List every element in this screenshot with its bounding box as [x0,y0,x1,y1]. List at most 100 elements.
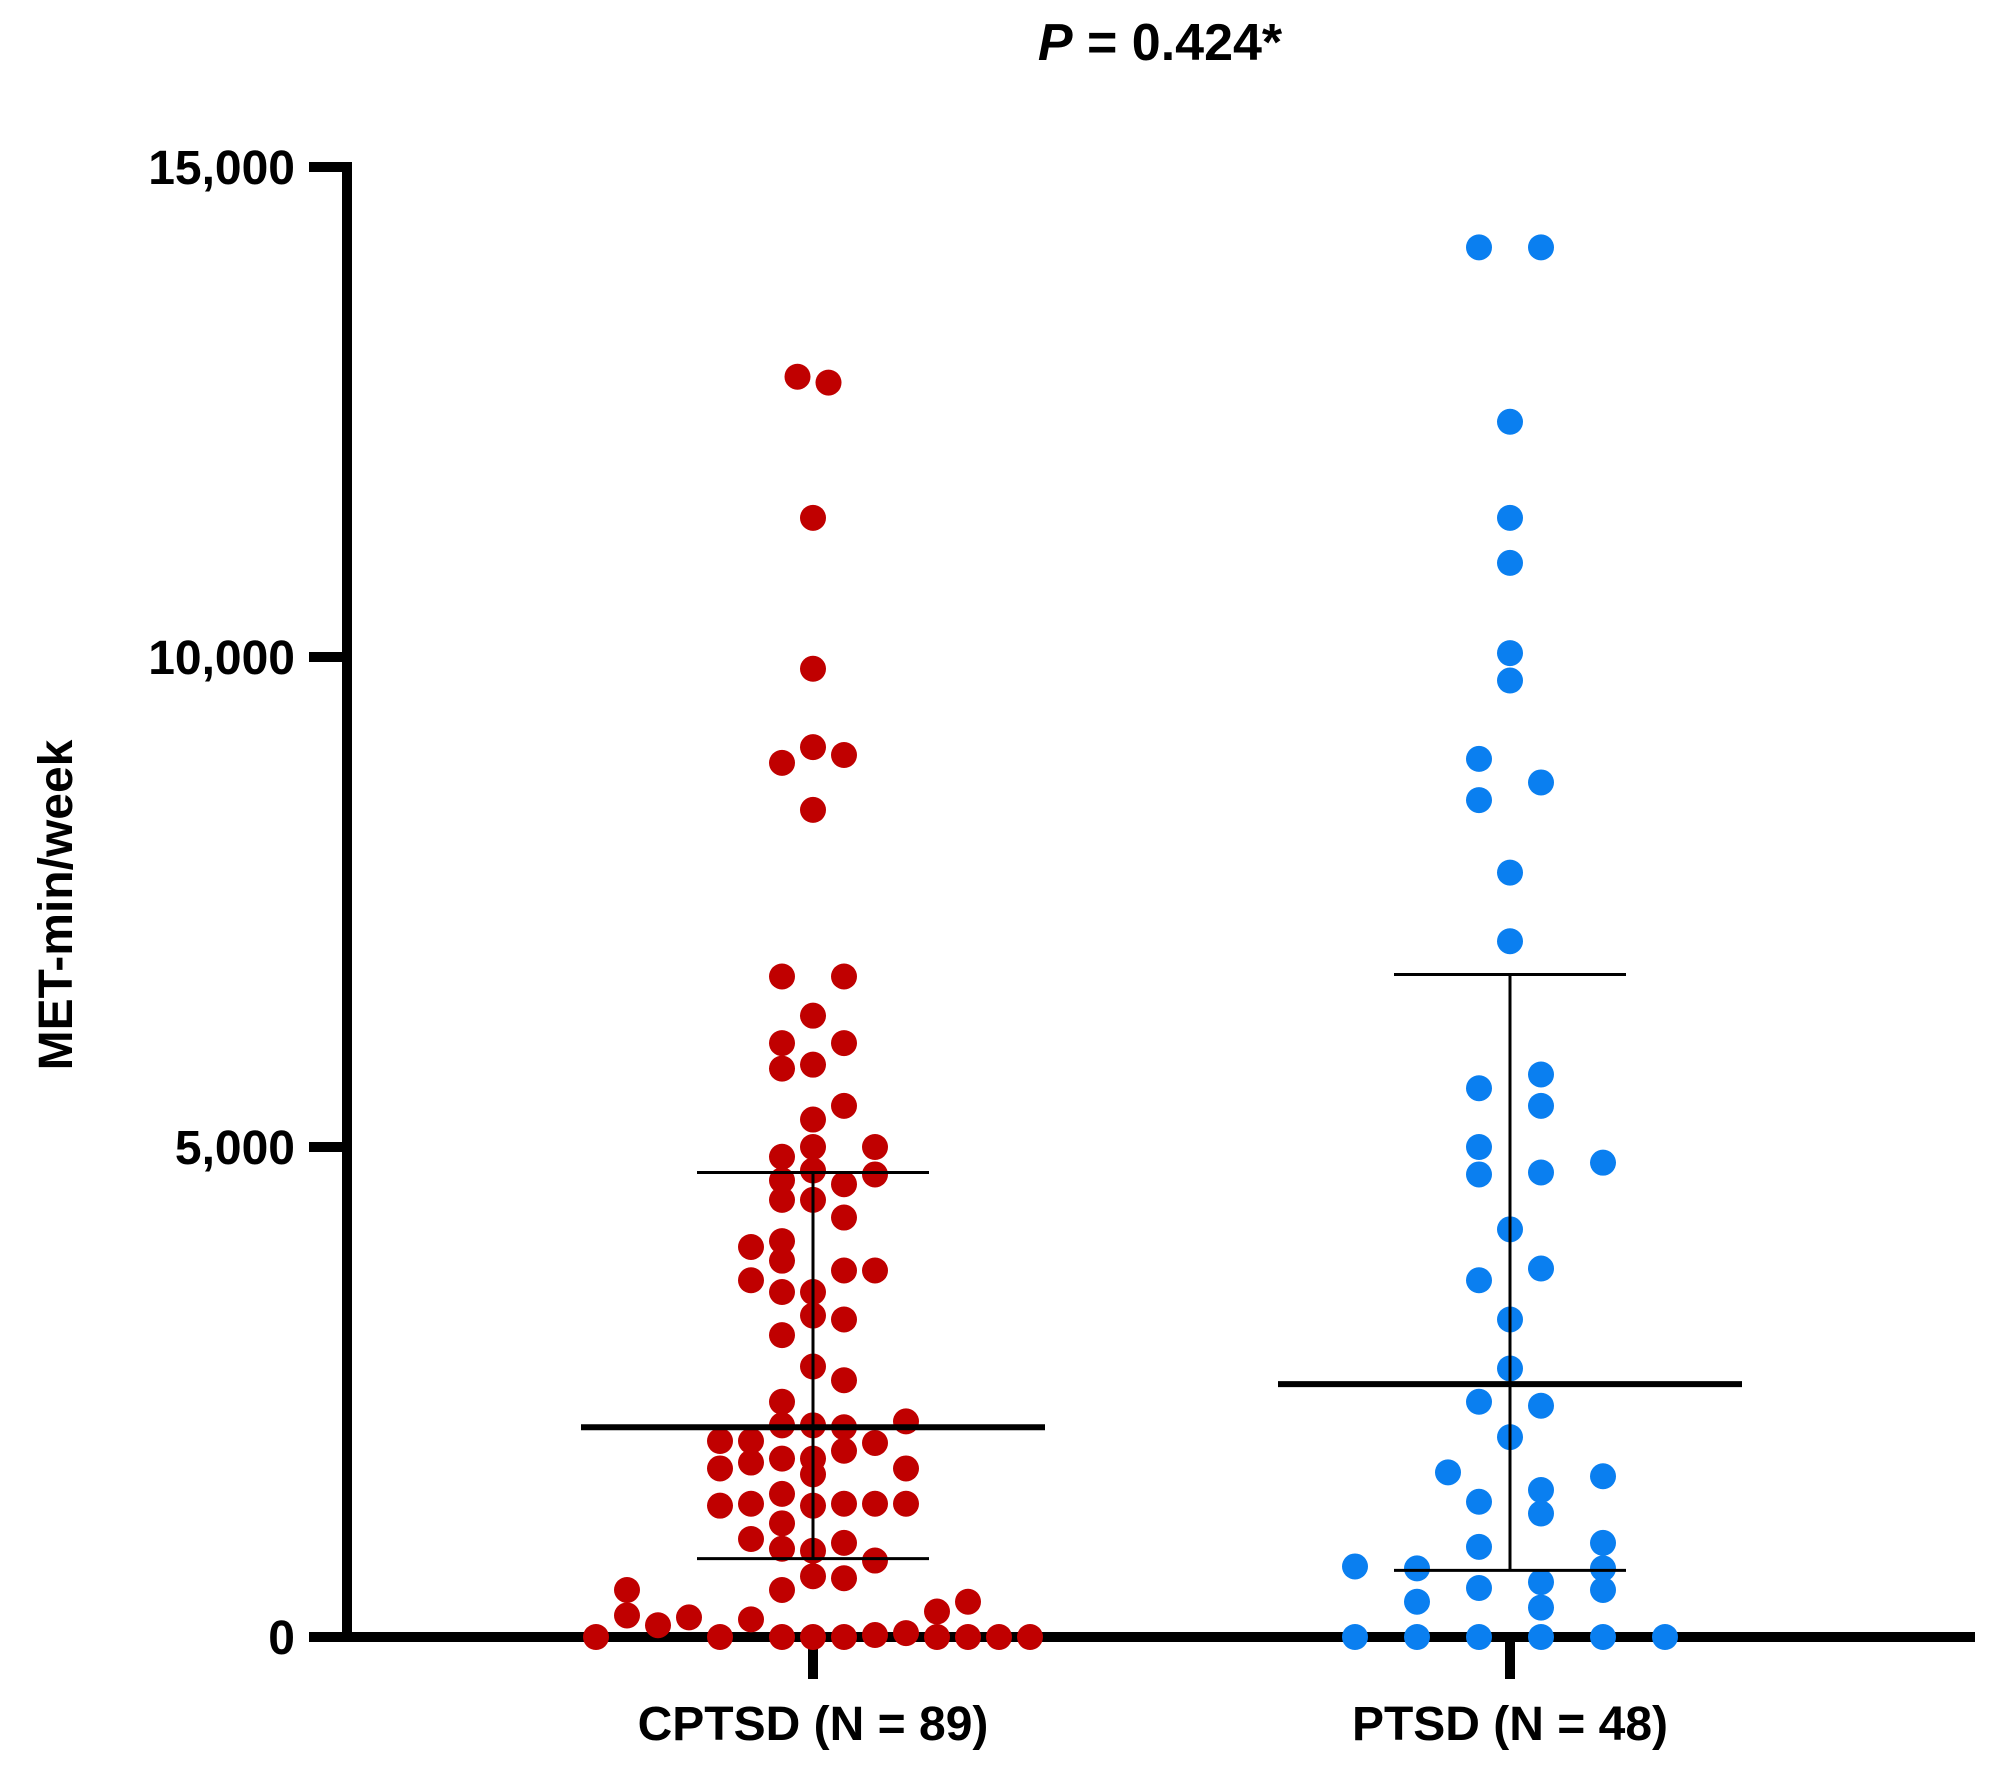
cptsd-point [862,1257,888,1284]
cptsd-point [769,1624,795,1650]
ptsd-point [1590,1555,1616,1582]
chart-title: P = 0.424* [1038,14,1283,72]
ptsd-point [1497,667,1523,694]
ptsd-point [1590,1576,1616,1603]
cptsd-point [831,1529,857,1556]
cptsd-point [800,734,826,761]
y-tick-label: 10,000 [148,632,295,685]
cptsd-point [769,963,795,990]
cptsd-point [955,1624,981,1650]
ptsd-point [1528,769,1554,796]
cptsd-point [924,1624,950,1650]
cptsd-point [738,1428,764,1454]
cptsd-point [831,742,857,768]
cptsd-point [893,1620,919,1647]
ptsd-point [1497,859,1523,886]
cptsd-point [769,1510,795,1537]
cptsd-point [769,1445,795,1472]
cptsd-point [738,1606,764,1633]
ptsd-point [1342,1624,1368,1650]
cptsd-point [738,1233,764,1260]
cptsd-point [831,1204,857,1231]
cptsd-point [769,1030,795,1057]
ptsd-point [1466,787,1492,814]
title-italic-p: P [1038,14,1073,72]
y-tick-label: 0 [268,1612,295,1665]
cptsd-point [831,1171,857,1198]
ptsd-point [1342,1553,1368,1580]
title-value: = 0.424* [1073,14,1283,72]
ptsd-point [1466,1267,1492,1294]
cptsd-point [769,1186,795,1213]
ptsd-point [1528,1159,1554,1186]
cptsd-point [831,1030,857,1057]
ptsd-point [1466,1624,1492,1650]
cptsd-point [986,1624,1012,1650]
x-tick-label: CPTSD (N = 89) [638,1698,989,1751]
cptsd-point [769,1228,795,1255]
cptsd-point [738,1449,764,1476]
cptsd-point [676,1604,702,1631]
cptsd-point [815,369,842,396]
cptsd-point [862,1134,888,1160]
ptsd-point [1466,1488,1492,1515]
ptsd-point [1497,549,1523,576]
cptsd-point [738,1490,764,1517]
median-iqr-bars [581,973,1742,1572]
cptsd-point [784,363,811,390]
ptsd-point [1528,1477,1554,1503]
ptsd-point [1528,1392,1554,1419]
ptsd-point [1497,928,1523,955]
data-points [583,234,1678,1650]
cptsd-point [800,1563,826,1590]
cptsd-point [893,1408,919,1435]
ptsd-point [1528,1569,1554,1596]
cptsd-point [831,1306,857,1333]
cptsd-point [862,1622,888,1649]
cptsd-point [924,1598,950,1625]
cptsd-point [769,1480,795,1507]
cptsd-point [614,1576,640,1603]
ptsd-point [1528,1092,1554,1119]
ptsd-point [1466,1075,1492,1102]
cptsd-point [707,1624,733,1650]
cptsd-point [831,1367,857,1394]
ptsd-point [1497,640,1523,667]
cptsd-point [831,1437,857,1464]
cptsd-point [738,1526,764,1552]
cptsd-point [769,1279,795,1306]
cptsd-point [800,1002,826,1029]
cptsd-point [955,1588,981,1615]
y-axis-label: MET-min/week [30,739,83,1070]
ptsd-point [1528,1500,1554,1527]
x-tick-label: PTSD (N = 48) [1352,1698,1668,1751]
cptsd-point [1017,1624,1043,1650]
cptsd-point [769,1247,795,1274]
ptsd-point [1528,1061,1554,1088]
ptsd-point [1590,1529,1616,1556]
cptsd-point [831,1257,857,1284]
cptsd-point [800,655,826,682]
cptsd-point [893,1455,919,1482]
ptsd-point [1404,1624,1430,1650]
cptsd-point [800,1157,826,1184]
cptsd-point [769,1576,795,1603]
ptsd-point [1590,1463,1616,1490]
cptsd-point [769,749,795,776]
cptsd-point [583,1624,609,1650]
ptsd-point [1528,234,1554,261]
ptsd-point [1590,1624,1616,1650]
ptsd-point [1466,1134,1492,1160]
cptsd-point [893,1490,919,1517]
cptsd-point [831,963,857,990]
ptsd-point [1528,1594,1554,1621]
cptsd-point [831,1565,857,1592]
axes: 0 5,000 10,000 15,000 CPTSD (N = 89) PTSD (N … [148,142,1975,1751]
cptsd-point [645,1612,671,1639]
ptsd-point [1528,1624,1554,1650]
ptsd-point [1466,1533,1492,1560]
cptsd-point [831,1092,857,1119]
cptsd-point [769,1143,795,1170]
y-tick-label: 5,000 [175,1122,295,1175]
